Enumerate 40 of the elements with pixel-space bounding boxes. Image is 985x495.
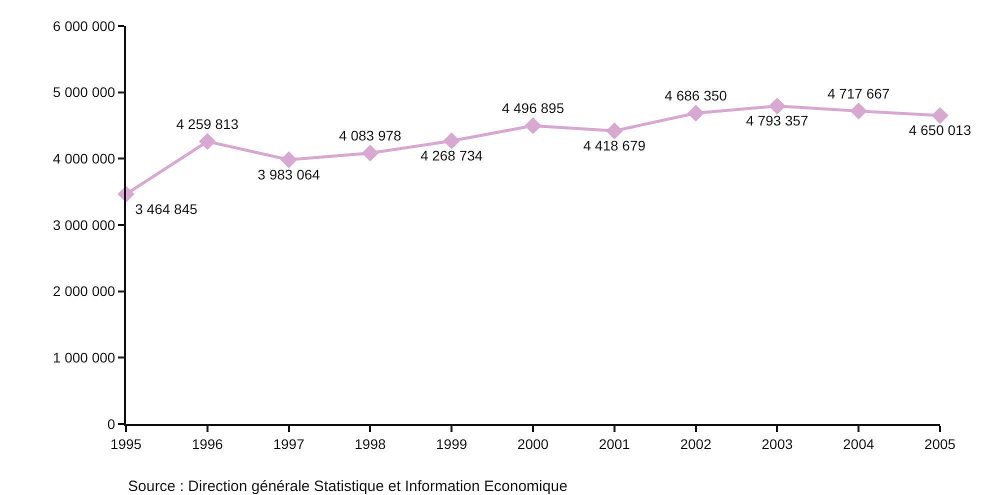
point [606, 122, 623, 140]
y-tick-label: 3 000 000 [52, 216, 116, 233]
point [524, 117, 542, 134]
point [687, 104, 704, 122]
data-label: 3 983 064 [258, 166, 320, 182]
x-tick-label: 2001 [598, 436, 630, 452]
x-tick-label: 2000 [517, 436, 549, 452]
x-tick-label: 1995 [110, 436, 142, 452]
data-label: 4 650 013 [908, 122, 972, 138]
data-label: 4 496 895 [502, 100, 564, 116]
data-label: 4 686 350 [664, 88, 728, 104]
data-label: 3 464 845 [135, 200, 198, 217]
y-tick-label: 2 000 000 [52, 283, 116, 300]
point [443, 132, 460, 150]
y-tick-label: 6 000 000 [52, 18, 116, 34]
x-tick-label: 1996 [192, 436, 224, 452]
y-tick-label: 1 000 000 [52, 350, 116, 366]
x-tick-label: 2005 [924, 436, 956, 452]
x-tick-label: 1999 [436, 436, 468, 452]
y-tick-label: 4 000 000 [52, 150, 116, 167]
data-label: 4 793 357 [746, 112, 809, 129]
point [362, 144, 379, 162]
x-tick-label: 1998 [354, 436, 386, 452]
point [198, 132, 216, 150]
x-tick-label: 2002 [680, 436, 712, 452]
y-tick-label: 5 000 000 [52, 84, 116, 100]
data-label: 4 717 667 [827, 85, 890, 102]
point [768, 98, 786, 114]
data-label: 4 259 813 [176, 116, 239, 132]
data-label: 4 418 679 [583, 138, 646, 154]
x-tick-label: 1997 [273, 436, 305, 452]
data-label: 4 083 978 [339, 127, 402, 144]
point [280, 151, 298, 168]
x-tick-label: 2003 [762, 436, 793, 452]
source-note: Source : Direction générale Statistique et Information Economique [128, 478, 568, 495]
point [932, 107, 948, 124]
data-label: 4 268 734 [420, 147, 483, 164]
y-tick-label: 0 [107, 416, 116, 432]
point [850, 102, 868, 120]
x-tick-label: 2004 [843, 436, 874, 452]
